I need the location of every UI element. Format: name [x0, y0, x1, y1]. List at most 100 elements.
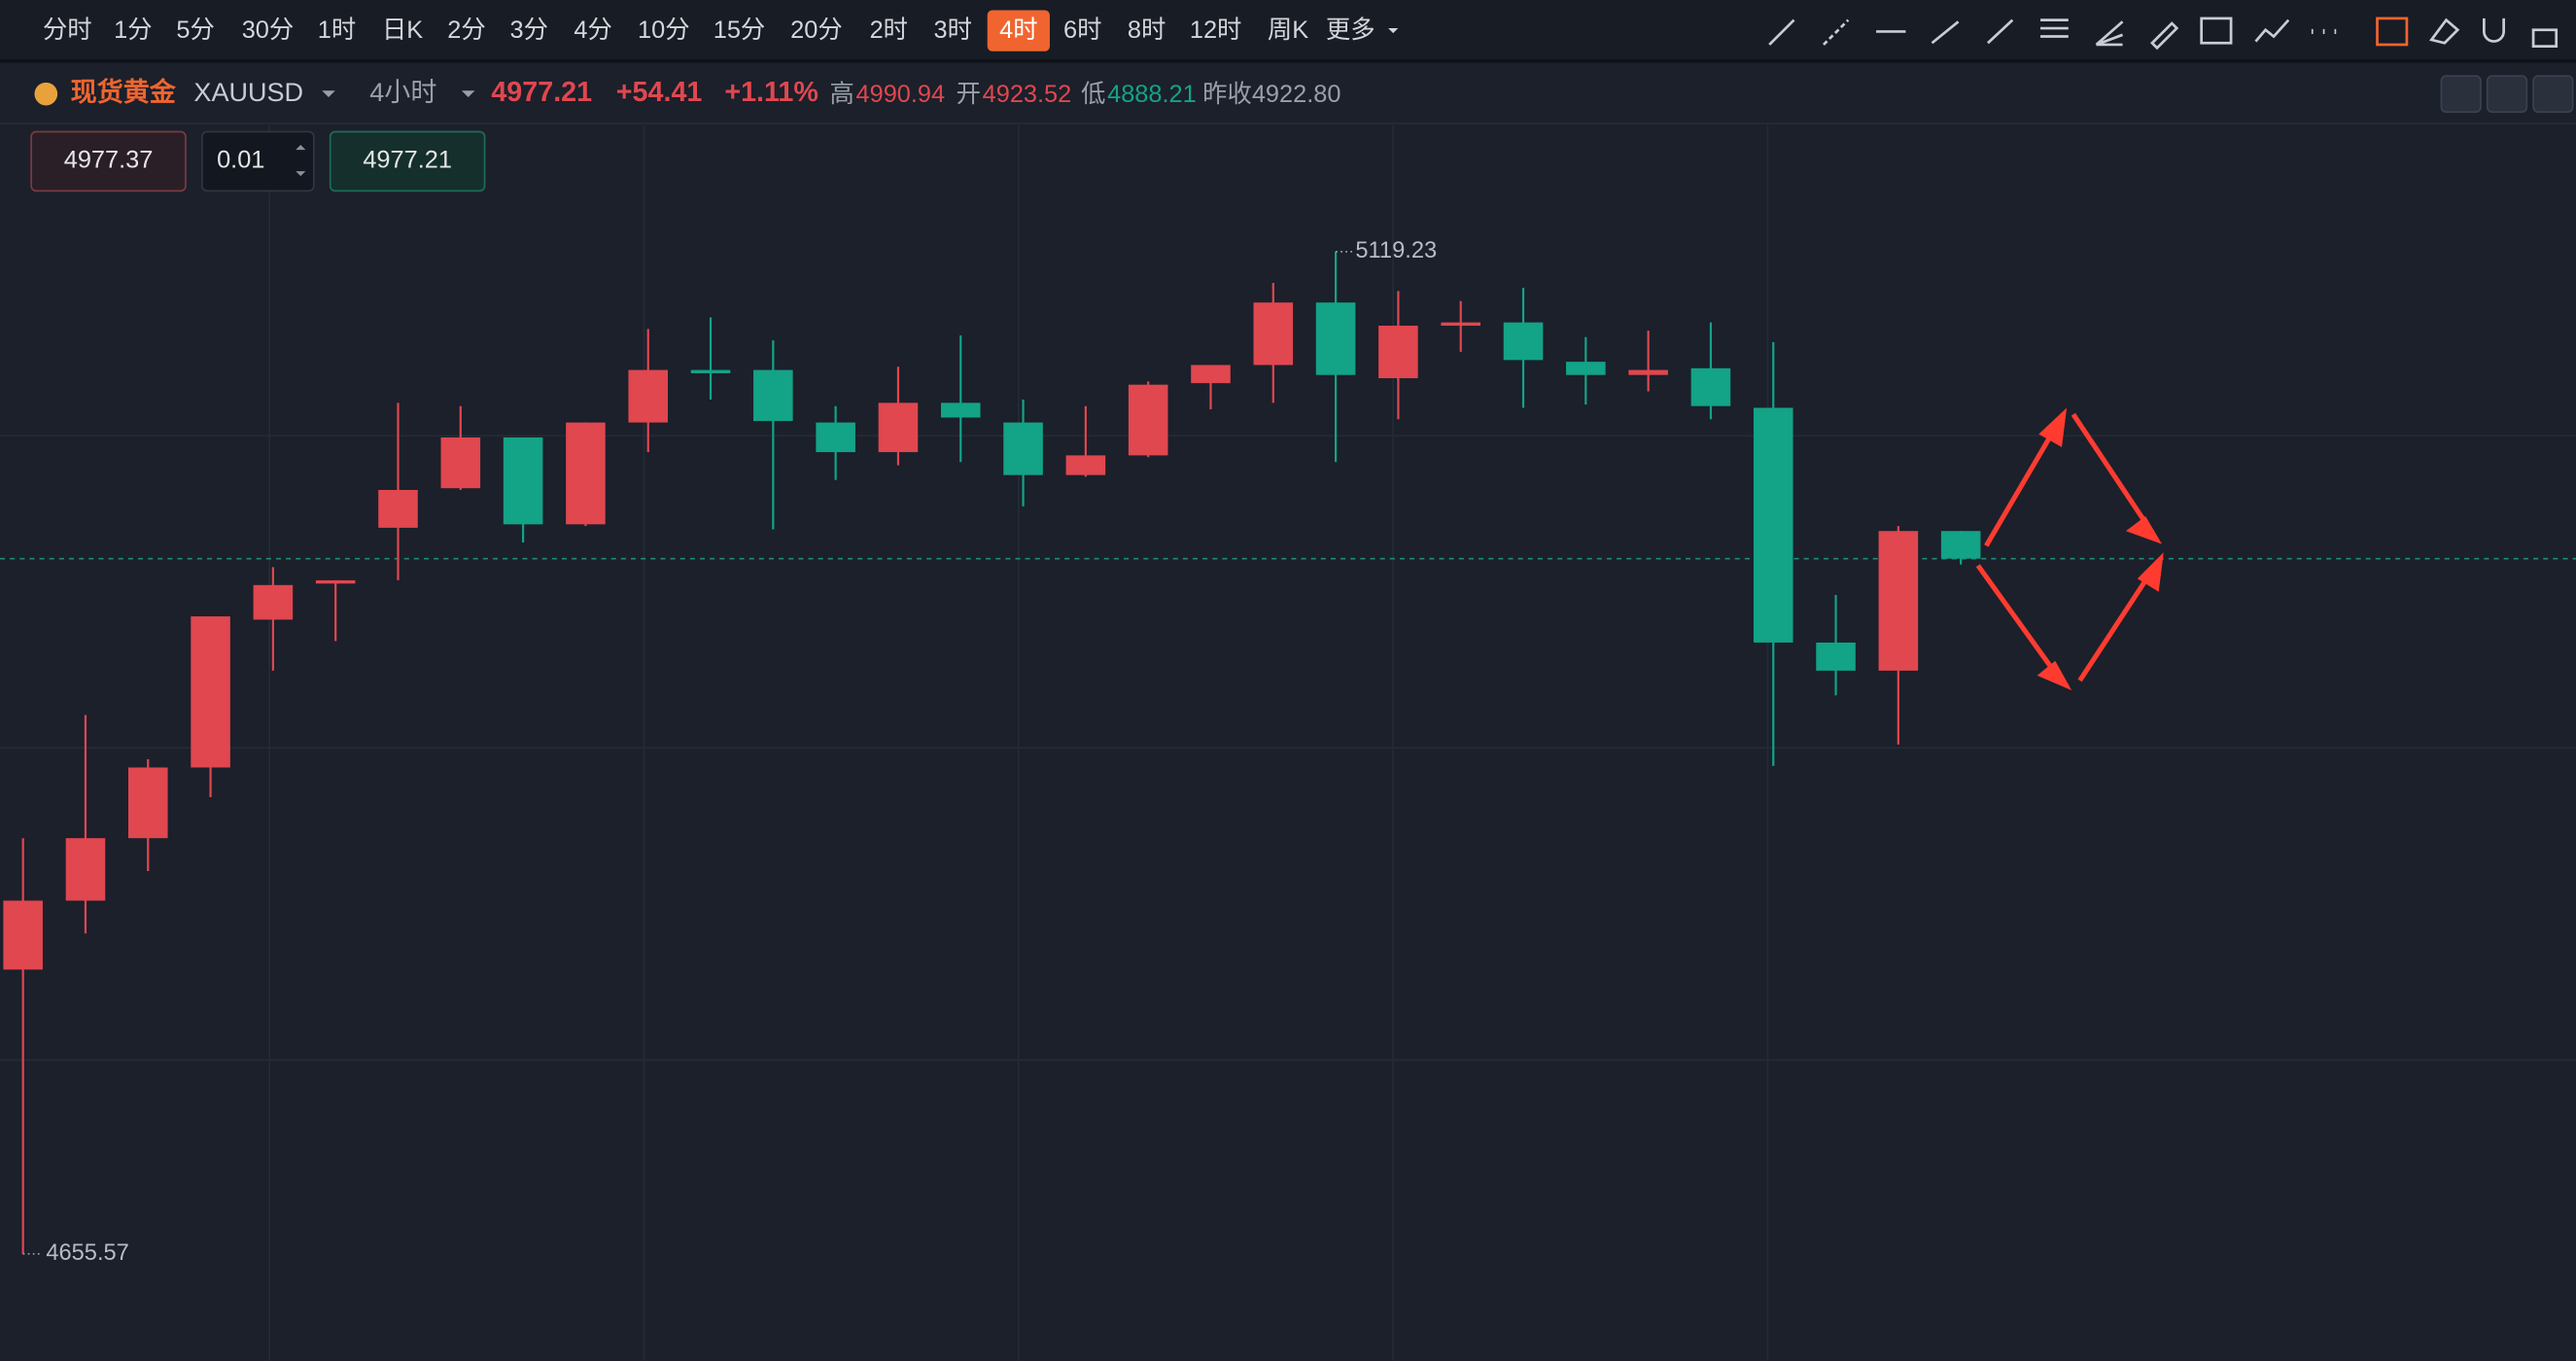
- dropdown-arrow: [461, 90, 475, 98]
- grid: [0, 124, 2576, 1361]
- candle-body: [1253, 302, 1294, 366]
- tool-icon[interactable]: [1931, 20, 1960, 45]
- ask-price: 4977.37: [64, 147, 154, 174]
- tool-icon[interactable]: [2531, 28, 2559, 48]
- arrow-head: [2036, 660, 2072, 691]
- tool-icon[interactable]: [2483, 17, 2505, 43]
- timeframe[interactable]: 15分: [714, 17, 766, 44]
- tool-icon[interactable]: [2040, 18, 2069, 38]
- timeframe[interactable]: 分时: [43, 17, 92, 44]
- period[interactable]: 4小时: [369, 78, 436, 107]
- timeframe[interactable]: 4时: [999, 17, 1037, 44]
- candle-body: [315, 579, 356, 584]
- tool-icon[interactable]: [2376, 17, 2409, 47]
- candle-body: [1690, 367, 1731, 406]
- stat-value: 4888.21: [1107, 81, 1197, 108]
- timeframe[interactable]: 12时: [1190, 17, 1242, 44]
- candle-body: [3, 900, 43, 970]
- price-change: +54.41: [616, 77, 703, 108]
- ask-button[interactable]: [30, 130, 187, 192]
- panel-button[interactable]: [2486, 75, 2528, 114]
- timeframe[interactable]: 1时: [318, 17, 356, 44]
- high-label: 5119.23: [1355, 238, 1437, 263]
- tool-icon[interactable]: [2200, 17, 2233, 45]
- timeframe[interactable]: 1分: [114, 17, 152, 44]
- timeframe[interactable]: 6时: [1063, 17, 1101, 44]
- quantity-input[interactable]: [201, 130, 315, 192]
- symbol-icon: [34, 82, 58, 106]
- annotation-arrows: [1975, 407, 2164, 691]
- timeframe[interactable]: 5分: [176, 17, 214, 44]
- candle-body: [191, 616, 230, 768]
- bid-button[interactable]: [329, 130, 486, 192]
- candle-body: [753, 369, 793, 422]
- candle-body: [253, 584, 294, 620]
- toolbar-border: [0, 59, 2576, 63]
- tool-icon[interactable]: [1768, 18, 1795, 46]
- candle-body: [566, 422, 606, 525]
- stat-label: 低: [1081, 81, 1105, 108]
- candle-body: [1878, 531, 1919, 671]
- symbol-name: 现货黄金: [71, 77, 177, 107]
- dropdown-arrow: [1388, 28, 1399, 34]
- candle-body: [440, 436, 481, 489]
- stat-value: 4990.94: [856, 81, 946, 108]
- timeframe[interactable]: 周K: [1268, 17, 1308, 44]
- timeframe[interactable]: 3分: [509, 17, 547, 44]
- candle-body: [1378, 326, 1418, 379]
- stat-value: 4922.80: [1252, 81, 1341, 108]
- drawing-tools: [1768, 17, 2559, 51]
- timeframe[interactable]: 20分: [790, 17, 843, 44]
- candle-body: [1315, 302, 1356, 375]
- order-panel: 4977.37 0.01 4977.21: [30, 130, 486, 192]
- arrow: [1975, 564, 2056, 673]
- tool-icon[interactable]: [2095, 20, 2124, 47]
- arrow-head: [2137, 552, 2164, 592]
- candle-body: [503, 436, 543, 525]
- candle-body: [127, 767, 168, 839]
- candle-body: [628, 369, 669, 423]
- candle-body: [1065, 455, 1106, 475]
- panel-button[interactable]: [2532, 75, 2574, 114]
- timeframe[interactable]: 2分: [447, 17, 485, 44]
- quantity: 0.01: [217, 147, 264, 174]
- arrow: [1984, 429, 2056, 547]
- stat-label: 开: [957, 81, 981, 108]
- timeframe[interactable]: 10分: [638, 17, 690, 44]
- tool-icon[interactable]: [2428, 17, 2460, 45]
- timeframe[interactable]: 更多: [1326, 17, 1375, 44]
- quote-header: 现货黄金 XAUUSD 4小时 4977.21 +54.41 +1.11% 高 …: [71, 77, 1341, 108]
- stat-label: 昨收: [1202, 81, 1252, 108]
- dropdown-arrow: [322, 90, 335, 98]
- timeframe[interactable]: 日K: [382, 17, 423, 44]
- arrow-head: [2125, 515, 2163, 544]
- timeframe[interactable]: 8时: [1128, 17, 1166, 44]
- stat-value: 4923.52: [983, 81, 1072, 108]
- tool-icon[interactable]: [2150, 21, 2179, 51]
- timeframe[interactable]: 3时: [934, 17, 972, 44]
- stat-label: 高: [829, 81, 853, 108]
- symbol-code[interactable]: XAUUSD: [193, 78, 303, 107]
- tool-icon[interactable]: [1823, 18, 1850, 46]
- timeframe[interactable]: 4分: [574, 17, 611, 44]
- candle-body: [1753, 407, 1793, 643]
- arrow: [2071, 412, 2148, 525]
- arrow-head: [2038, 407, 2068, 448]
- candle-body: [1128, 384, 1168, 456]
- toolbar: [0, 0, 2576, 60]
- price-change-pct: +1.11%: [724, 77, 818, 108]
- timeframe[interactable]: 2时: [870, 17, 908, 44]
- tool-icon[interactable]: [1987, 18, 2014, 45]
- candle-body: [1003, 422, 1043, 475]
- arrow: [2077, 574, 2151, 682]
- tool-icon[interactable]: [2254, 18, 2290, 43]
- timeframe[interactable]: 30分: [242, 17, 295, 44]
- candle-body: [1441, 322, 1480, 327]
- panel-button[interactable]: [2440, 75, 2482, 114]
- candle-body: [378, 489, 418, 528]
- candle-body: [878, 402, 919, 453]
- timeframe-bar: 分时 1分 5分 30分 1时 日K 2分 3分 4分 10分 15分 20分 2时 3时 4时 6时 8时 12…: [43, 17, 1399, 44]
- candle-body: [1191, 365, 1231, 384]
- candle-body: [940, 402, 981, 418]
